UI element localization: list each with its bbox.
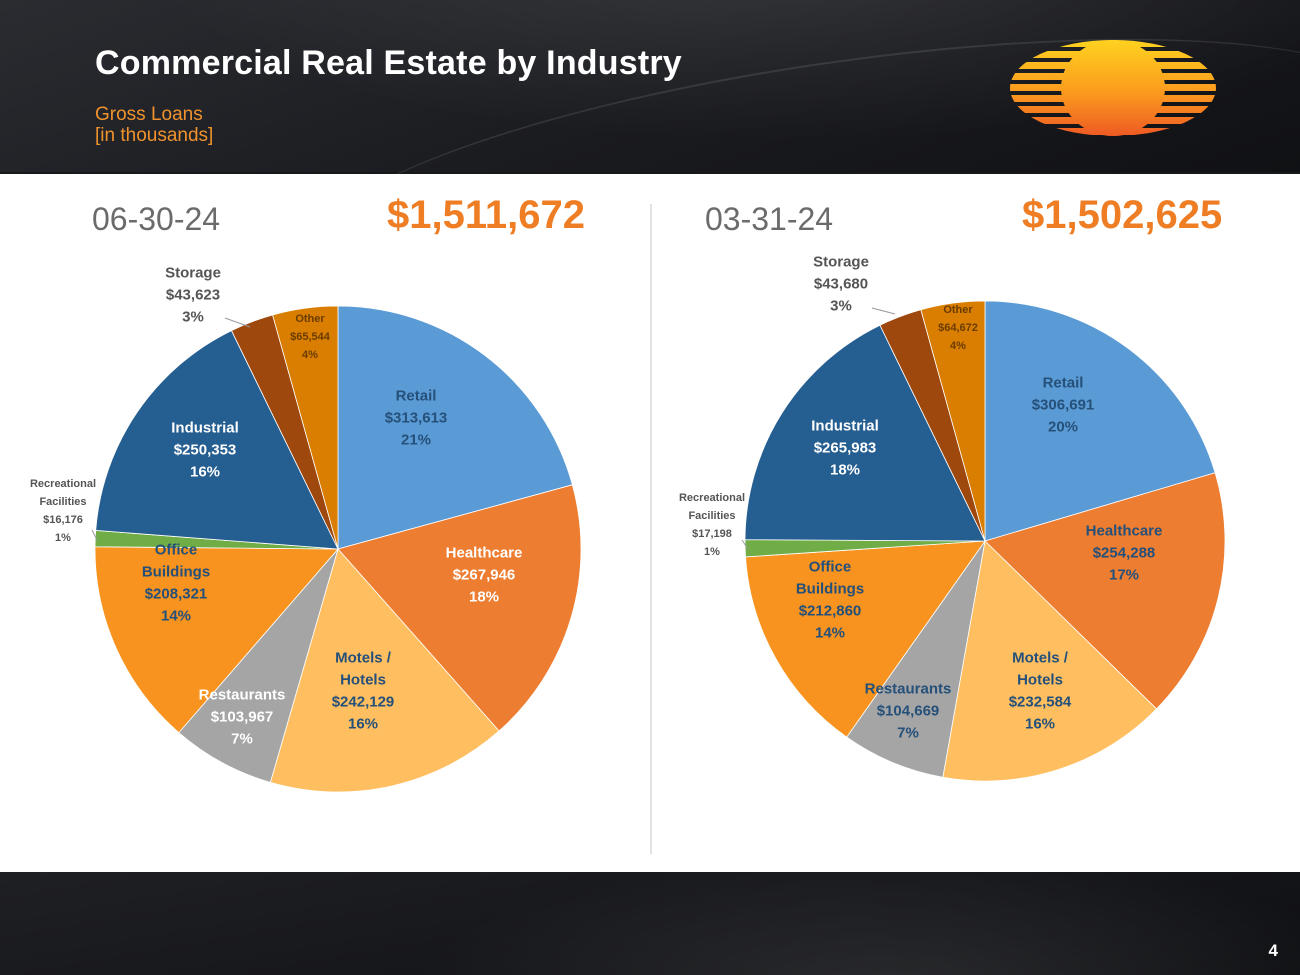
data-label-storage: Storage $43,680 3% [813, 253, 869, 314]
data-label-office-buildings: Office Buildings $212,860 14% [796, 558, 864, 641]
page-number: 4 [1268, 941, 1278, 960]
pie-slice-healthcare [984, 472, 1226, 710]
pie-slice-retail [984, 300, 1216, 542]
leader-line-recreational-facilities [91, 529, 98, 541]
pie-slice-motels-hotels [269, 548, 500, 793]
data-label-motels-hotels: Motels / Hotels $232,584 16% [1009, 649, 1072, 732]
subtitle-line-1: Gross Loans [95, 104, 203, 125]
data-label-recreational-facilities: Recreational Facilities $17,198 1% [679, 492, 745, 558]
panel-divider [650, 204, 652, 854]
pie-chart-03-31-24: Retail $306,691 20% Healthcare $254,288 17% Mo… [679, 253, 1226, 782]
company-logo-icon [1010, 40, 1216, 136]
data-label-other: Other $64,672 4% [938, 304, 978, 352]
slide-footer [0, 872, 1300, 975]
data-label-retail: Retail $306,691 20% [1032, 374, 1095, 435]
data-label-industrial: Industrial $265,983 18% [811, 417, 879, 478]
pie-slice-industrial [95, 330, 339, 550]
data-label-healthcare: Healthcare $267,946 18% [446, 544, 523, 605]
pie-slice-other [272, 305, 339, 550]
leader-line-storage [871, 307, 896, 315]
leader-line-storage [224, 317, 251, 328]
data-label-storage: Storage $43,623 3% [165, 264, 221, 325]
pie-slice-healthcare [337, 484, 582, 732]
data-label-industrial: Industrial $250,353 16% [171, 419, 239, 480]
leader-line-recreational-facilities [741, 539, 749, 550]
slide-subtitle: Gross Loans [in thousands] [95, 104, 213, 146]
data-label-retail: Retail $313,613 21% [385, 387, 448, 448]
data-label-restaurants: Restaurants $104,669 7% [865, 680, 952, 741]
data-label-office-buildings: Office Buildings $208,321 14% [142, 541, 210, 624]
pie-slice-other [920, 300, 986, 542]
chart2-total: $1,502,625 [1022, 193, 1223, 237]
pie-slice-office-buildings [94, 546, 339, 734]
data-label-healthcare: Healthcare $254,288 17% [1086, 522, 1163, 583]
data-label-motels-hotels: Motels / Hotels $242,129 16% [332, 649, 395, 732]
pie-slice-retail [337, 305, 573, 550]
data-label-other: Other $65,544 4% [290, 313, 331, 361]
chart2-date: 03-31-24 [705, 201, 834, 237]
pie-slice-motels-hotels [942, 540, 1158, 782]
pie-slice-industrial [744, 324, 986, 542]
slide-title: Commercial Real Estate by Industry [95, 44, 682, 82]
chart1-date: 06-30-24 [92, 201, 221, 237]
pie-chart-06-30-24: Retail $313,613 21% Healthcare $267,946 18% Mo… [30, 264, 582, 793]
pie-slice-restaurants [178, 548, 339, 783]
data-label-restaurants: Restaurants $103,967 7% [199, 686, 286, 747]
data-label-recreational-facilities: Recreational Facilities $16,176 1% [30, 478, 96, 544]
subtitle-line-2: [in thousands] [95, 125, 214, 146]
pie-slice-office-buildings [745, 540, 986, 738]
chart1-total: $1,511,672 [387, 193, 585, 237]
pie-slice-restaurants [846, 540, 986, 778]
